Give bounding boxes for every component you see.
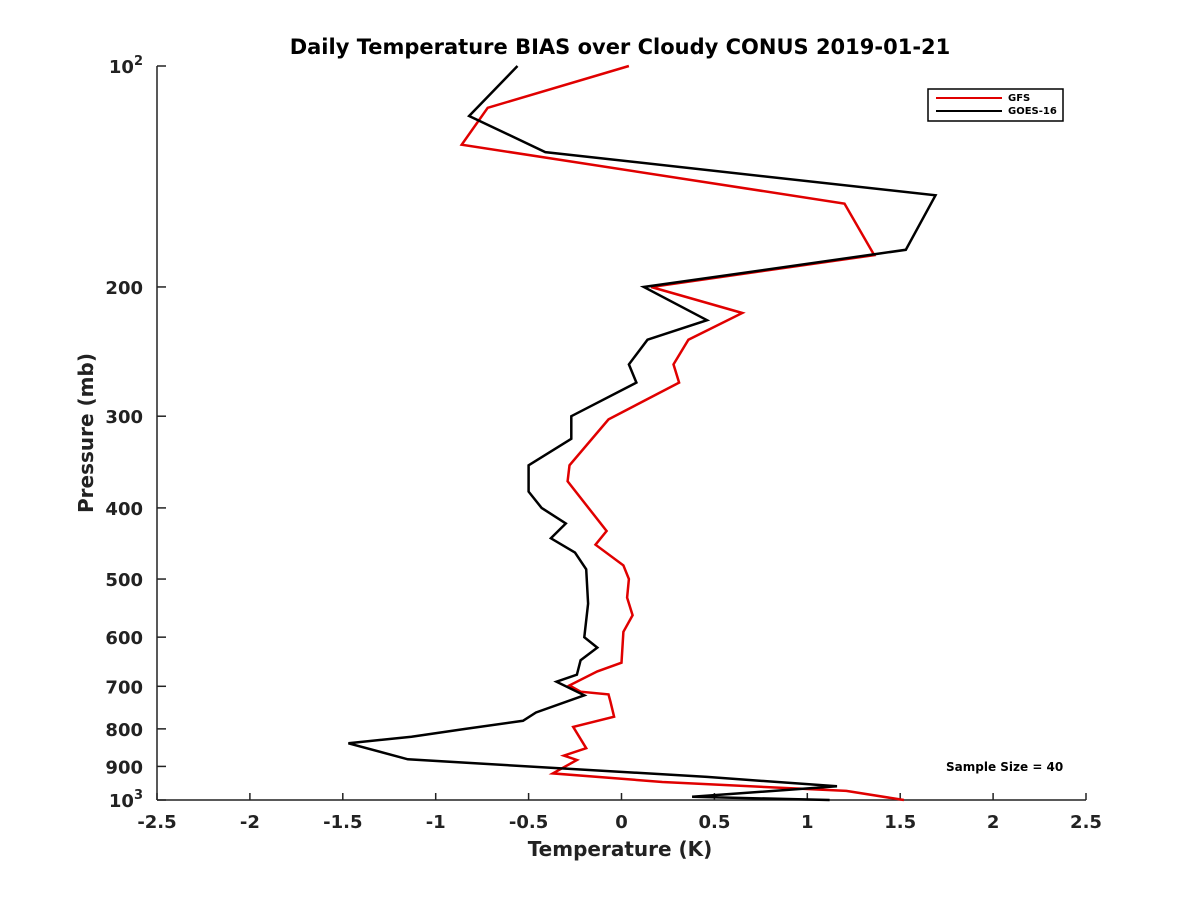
x-tick-label: -2.5	[137, 812, 176, 833]
plot-area	[156, 66, 1086, 801]
x-tick-label: 0.5	[698, 812, 730, 833]
series-line-gfs	[459, 64, 905, 802]
y-tick-label: 103	[109, 788, 143, 812]
x-tick-label: -1	[426, 812, 446, 833]
series-lines	[348, 64, 938, 802]
x-tick-label: 2.5	[1070, 812, 1102, 833]
y-tick-label-base: 10	[109, 791, 134, 812]
y-tick-label: 500	[105, 570, 143, 591]
x-tick-label: -1.5	[323, 812, 362, 833]
legend-label-gfs: GFS	[1008, 93, 1030, 104]
y-tick-label-exponent: 3	[134, 788, 143, 803]
y-tick-label: 400	[105, 499, 143, 520]
legend-box	[927, 88, 1064, 122]
x-ticks: -2.5 -2 -1.5 -1 -0.5 0 0.5 1 1.5 2 2.5	[137, 793, 1102, 833]
y-tick-label: 200	[105, 278, 143, 299]
x-tick-label: -2	[240, 812, 260, 833]
sample-size-annotation: Sample Size = 40	[946, 760, 1063, 774]
x-tick-label: -0.5	[509, 812, 548, 833]
legend: GFS GOES-16	[927, 88, 1064, 122]
chart-title: Daily Temperature BIAS over Cloudy CONUS…	[290, 35, 951, 59]
y-tick-label: 700	[105, 677, 143, 698]
series-line-goes16	[348, 65, 938, 802]
y-tick-label: 900	[105, 757, 143, 778]
x-tick-label: 1	[801, 812, 814, 833]
y-tick-label: 600	[105, 628, 143, 649]
x-axis-label: Temperature (K)	[528, 837, 713, 861]
y-tick-label-base: 10	[109, 57, 134, 78]
y-tick-label: 800	[105, 720, 143, 741]
legend-label-goes16: GOES-16	[1008, 106, 1057, 117]
y-tick-label: 102	[109, 54, 143, 78]
y-tick-label-exponent: 2	[134, 54, 143, 69]
x-tick-label: 0	[615, 812, 628, 833]
x-tick-label: 2	[987, 812, 1000, 833]
y-tick-label: 300	[105, 407, 143, 428]
x-tick-label: 1.5	[884, 812, 916, 833]
y-axis-label: Pressure (mb)	[74, 353, 98, 513]
